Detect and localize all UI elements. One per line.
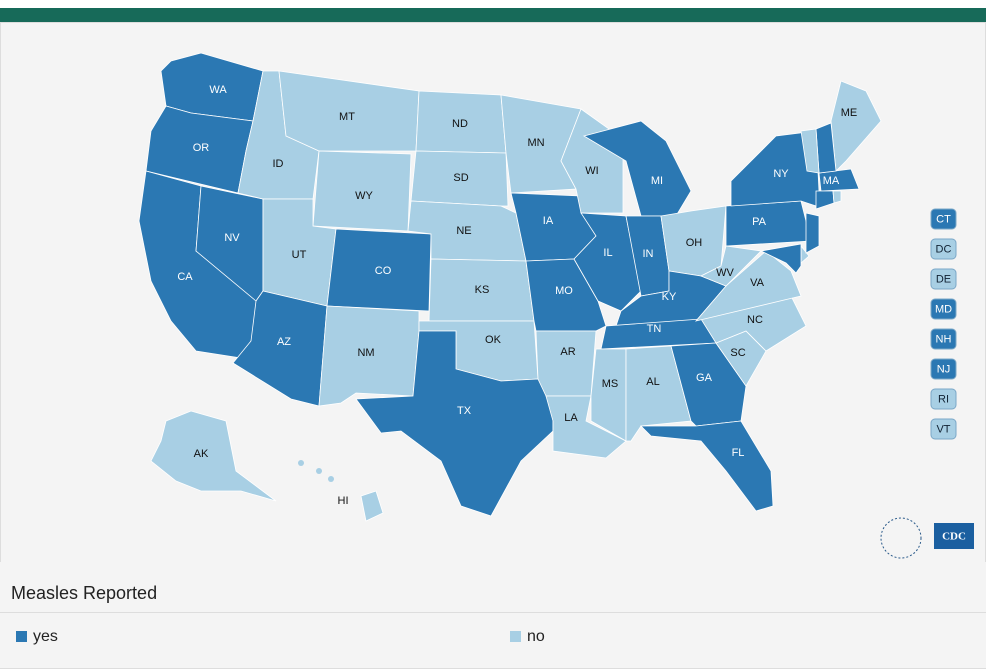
state-label: NV	[224, 232, 240, 244]
cdc-logo	[934, 523, 974, 549]
state-shape	[582, 120, 692, 217]
state-button[interactable]	[930, 328, 957, 350]
state-button[interactable]	[930, 208, 957, 230]
state-shape	[590, 348, 627, 442]
state-label: WA	[209, 84, 227, 96]
state-label: AZ	[277, 336, 291, 348]
state-button[interactable]	[930, 388, 957, 410]
legend-item: yes	[16, 628, 58, 646]
state-label: IN	[643, 248, 654, 260]
state-label: OK	[485, 334, 502, 346]
legend-item: no	[510, 628, 545, 646]
state-label: OR	[193, 142, 210, 154]
state-label: ND	[452, 118, 468, 130]
state-label: NE	[456, 225, 471, 237]
state-button-label: RI	[938, 393, 949, 405]
map-panel: WA OR CA NV ID MT WY UT CO AZ NM ND SD NE KS OK TX MN IA MO…	[0, 22, 986, 563]
state-button-label: NH	[936, 333, 952, 345]
state-label: MA	[823, 175, 840, 187]
state-shape	[150, 410, 277, 502]
state-shape	[759, 243, 802, 274]
state-label: CA	[177, 271, 193, 283]
state-label: MN	[527, 137, 544, 149]
state-shape	[694, 250, 802, 322]
state-button-label: CT	[936, 213, 951, 225]
header-bar	[0, 8, 986, 22]
legend-title: Measles Reported	[11, 583, 158, 603]
state-shape	[535, 330, 597, 397]
state-shape	[815, 190, 835, 210]
state-label: PA	[752, 216, 767, 228]
state-label: OH	[686, 237, 703, 249]
state-label: WV	[716, 267, 734, 279]
legend-label: no	[527, 628, 545, 645]
state-label: TX	[457, 405, 472, 417]
state-label: MI	[651, 175, 663, 187]
state-button-label: VT	[936, 423, 950, 435]
state-button[interactable]	[930, 298, 957, 320]
state-label: KS	[475, 284, 490, 296]
state-shape	[278, 70, 420, 152]
state-shape	[818, 168, 860, 192]
state-label: HI	[338, 495, 349, 507]
state-label: WI	[585, 165, 598, 177]
state-button-label: MD	[935, 303, 952, 315]
state-shape	[410, 150, 509, 207]
state-label: IL	[603, 247, 612, 259]
state-button[interactable]	[930, 268, 957, 290]
state-label: AR	[560, 346, 575, 358]
state-shape	[360, 490, 384, 522]
state-shape	[355, 330, 554, 517]
state-label: SD	[453, 172, 468, 184]
state-label: MS	[602, 378, 619, 390]
state-label: IA	[543, 215, 554, 227]
state-label: SC	[730, 347, 745, 359]
state-shape	[640, 420, 774, 512]
state-label: LA	[564, 412, 578, 424]
state-label: VA	[750, 277, 765, 289]
state-label: AL	[646, 376, 659, 388]
state-shape	[800, 128, 820, 174]
state-shape	[832, 190, 842, 204]
state-shape	[725, 200, 812, 247]
state-shape	[700, 245, 762, 287]
state-label: CO	[375, 265, 392, 277]
state-label: MO	[555, 285, 573, 297]
state-button-label: DC	[936, 243, 952, 255]
state-label: MT	[339, 111, 355, 123]
cdc-logo-text: CDC	[942, 531, 966, 543]
legend-swatch	[16, 631, 27, 642]
state-label: FL	[732, 447, 745, 459]
island	[328, 476, 334, 482]
state-label: UT	[292, 249, 307, 261]
state-label: KY	[662, 291, 677, 303]
legend-label: yes	[33, 628, 58, 645]
legend-swatch	[510, 631, 521, 642]
state-label: NY	[773, 168, 789, 180]
map: WA OR CA NV ID MT WY UT CO AZ NM ND SD NE KS OK TX MN IA MO…	[138, 52, 974, 559]
state-label: ME	[841, 107, 858, 119]
hhs-logo	[880, 517, 922, 559]
state-shape	[805, 212, 820, 254]
state-label: WY	[355, 190, 373, 202]
legend: yes no	[0, 613, 986, 669]
state-shape	[545, 395, 627, 459]
state-label: NM	[357, 347, 374, 359]
state-label: GA	[696, 372, 713, 384]
state-button[interactable]	[930, 418, 957, 440]
state-button-label: NJ	[937, 363, 950, 375]
state-button-label: DE	[936, 273, 951, 285]
state-label: TN	[647, 323, 662, 335]
island	[316, 468, 322, 474]
state-label: ID	[273, 158, 284, 170]
island	[298, 460, 304, 466]
state-label: AK	[194, 448, 209, 460]
state-shape	[318, 305, 420, 407]
state-label: NC	[747, 314, 763, 326]
legend-header: Measles Reported	[0, 562, 986, 613]
state-shape	[830, 80, 882, 172]
state-button[interactable]	[930, 238, 957, 260]
state-button[interactable]	[930, 358, 957, 380]
